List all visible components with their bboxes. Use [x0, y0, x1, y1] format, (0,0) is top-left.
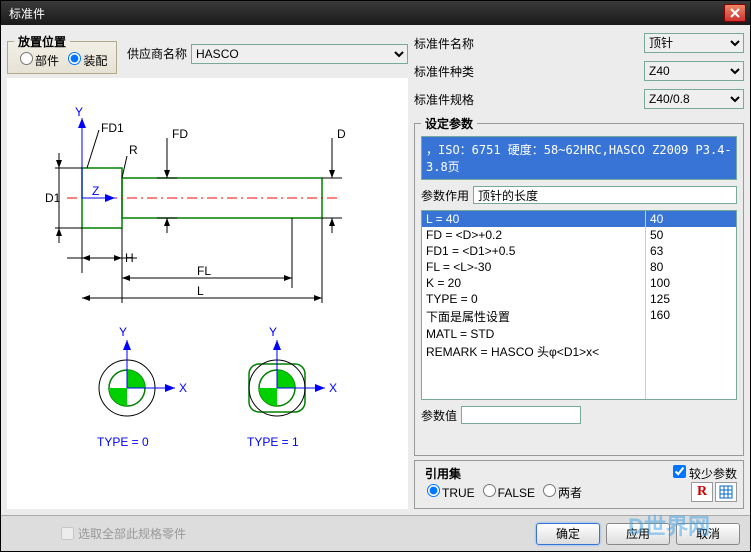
param-row[interactable]: FL = <L>-30 — [422, 259, 645, 275]
supplier-label: 供应商名称 — [127, 45, 187, 62]
less-params-check[interactable]: 较少参数 — [673, 465, 737, 482]
value-row[interactable]: 100 — [646, 275, 736, 291]
refset-false[interactable]: FALSE — [477, 484, 535, 500]
value-row[interactable]: 63 — [646, 243, 736, 259]
icon-button-grid[interactable] — [715, 482, 737, 502]
param-row[interactable]: REMARK = HASCO 头φ<D1>x< — [422, 342, 645, 361]
svg-text:H: H — [125, 251, 134, 265]
window-title: 标准件 — [5, 5, 724, 22]
grid-icon — [719, 485, 733, 499]
svg-text:FD1: FD1 — [101, 121, 124, 135]
preview-area: Y Z FD1 R — [7, 78, 408, 509]
name-label: 标准件名称 — [414, 35, 640, 52]
kind-select[interactable]: Z40 — [644, 61, 744, 81]
name-select[interactable]: 顶针 — [644, 33, 744, 53]
paramvalue-input[interactable] — [461, 406, 581, 424]
spec-label: 标准件规格 — [414, 91, 640, 108]
svg-text:TYPE = 0: TYPE = 0 — [97, 435, 149, 449]
value-row[interactable]: 125 — [646, 291, 736, 307]
svg-text:D1: D1 — [45, 191, 61, 205]
svg-text:X: X — [179, 381, 187, 395]
value-row[interactable]: 40 — [646, 211, 736, 227]
param-row[interactable]: FD1 = <D1>+0.5 — [422, 243, 645, 259]
icon-button-r[interactable]: R — [691, 482, 713, 502]
selectall-check[interactable]: 选取全部此规格零件 — [61, 525, 186, 542]
diagram-svg: Y Z FD1 R — [7, 78, 407, 478]
value-list[interactable]: 40506380100125160 — [646, 211, 736, 399]
svg-text:R: R — [129, 143, 138, 157]
refset-legend: 引用集 — [421, 465, 465, 482]
value-row[interactable]: 160 — [646, 307, 736, 323]
svg-text:Y: Y — [269, 325, 277, 339]
placement-legend: 放置位置 — [14, 33, 70, 50]
value-row[interactable]: 80 — [646, 259, 736, 275]
svg-text:FL: FL — [197, 264, 211, 278]
titlebar: 标准件 — [1, 1, 750, 25]
value-row[interactable]: 50 — [646, 227, 736, 243]
svg-text:TYPE = 1: TYPE = 1 — [247, 435, 299, 449]
param-row[interactable]: K = 20 — [422, 275, 645, 291]
kind-label: 标准件种类 — [414, 63, 640, 80]
param-row[interactable]: FD = <D>+0.2 — [422, 227, 645, 243]
placement-group: 放置位置 部件 装配 — [7, 33, 117, 74]
spec-select[interactable]: Z40/0.8 — [644, 89, 744, 109]
placement-assembly[interactable]: 装配 — [62, 54, 107, 68]
footer: 选取全部此规格零件 确定 应用 取消 — [1, 515, 750, 551]
close-icon — [730, 8, 740, 18]
svg-text:Y: Y — [75, 105, 83, 119]
refset-true[interactable]: TRUE — [421, 484, 475, 500]
refset-group: 引用集 较少参数 TRUE FALSE 两者 R — [414, 460, 744, 509]
param-row[interactable]: L = 40 — [422, 211, 645, 227]
ok-button[interactable]: 确定 — [536, 523, 600, 545]
info-text: ，ISO：6751 硬度：58~62HRC,HASCO Z2009 P3.4-3… — [421, 136, 737, 180]
supplier-select[interactable]: HASCO — [191, 44, 408, 64]
svg-text:L: L — [197, 284, 204, 298]
role-value[interactable] — [473, 186, 737, 204]
svg-text:FD: FD — [172, 127, 188, 141]
apply-button[interactable]: 应用 — [606, 523, 670, 545]
close-button[interactable] — [724, 4, 746, 22]
svg-text:Z: Z — [92, 184, 99, 198]
refset-both[interactable]: 两者 — [537, 484, 582, 501]
svg-text:D: D — [337, 127, 346, 141]
svg-text:X: X — [329, 381, 337, 395]
setparams-legend: 设定参数 — [421, 115, 477, 132]
paramvalue-label: 参数值 — [421, 407, 457, 424]
svg-text:Y: Y — [119, 325, 127, 339]
param-list[interactable]: L = 40FD = <D>+0.2FD1 = <D1>+0.5FL = <L>… — [422, 211, 646, 399]
role-label: 参数作用 — [421, 187, 469, 204]
placement-part[interactable]: 部件 — [14, 54, 59, 68]
param-row[interactable]: 下面是属性设置 — [422, 307, 645, 326]
param-row[interactable]: TYPE = 0 — [422, 291, 645, 307]
params-box: L = 40FD = <D>+0.2FD1 = <D1>+0.5FL = <L>… — [421, 210, 737, 400]
cancel-button[interactable]: 取消 — [676, 523, 740, 545]
param-row[interactable]: MATL = STD — [422, 326, 645, 342]
setparams-group: 设定参数 ，ISO：6751 硬度：58~62HRC,HASCO Z2009 P… — [414, 115, 744, 456]
